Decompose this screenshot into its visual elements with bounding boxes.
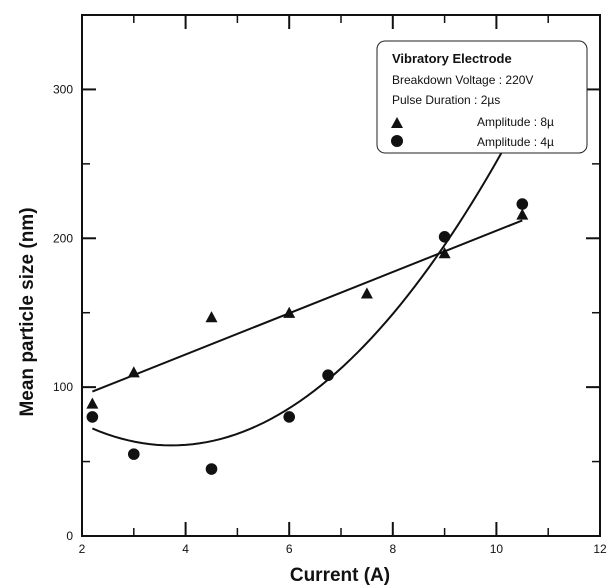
circle-point bbox=[205, 463, 218, 475]
circle-point bbox=[438, 230, 451, 243]
triangle-point bbox=[86, 397, 99, 409]
triangle-point bbox=[283, 306, 296, 318]
x-tick-label: 6 bbox=[286, 542, 293, 556]
legend-title: Vibratory Electrode bbox=[392, 51, 512, 66]
circle-point bbox=[86, 411, 99, 423]
circle-point bbox=[516, 198, 529, 210]
y-tick-label: 300 bbox=[53, 82, 73, 96]
circle-point bbox=[283, 411, 296, 423]
triangle-point bbox=[516, 208, 529, 220]
legend: Vibratory Electrode Breakdown Voltage : … bbox=[376, 40, 588, 154]
fit-curves bbox=[91, 114, 524, 447]
x-axis-title: Current (A) bbox=[290, 565, 390, 585]
x-tick-label: 10 bbox=[490, 542, 504, 556]
data-points bbox=[86, 198, 529, 475]
axis-ticks: 2 4 6 8 10 12 0 100 200 300 bbox=[53, 14, 607, 556]
y-tick-label: 0 bbox=[66, 529, 73, 543]
circle-point bbox=[128, 448, 140, 460]
x-tick-label: 12 bbox=[593, 542, 607, 556]
fit-line-series-2 bbox=[91, 114, 524, 447]
triangle-point bbox=[205, 311, 218, 323]
legend-triangle-marker bbox=[391, 117, 403, 128]
legend-entry-4u: Amplitude : 4µ bbox=[477, 135, 554, 149]
y-axis-title: Mean particle size (nm) bbox=[17, 207, 38, 416]
legend-box bbox=[376, 40, 588, 154]
fit-line-series-1 bbox=[91, 219, 523, 393]
legend-line-pulse: Pulse Duration : 2µs bbox=[392, 93, 500, 107]
triangle-point bbox=[127, 366, 140, 378]
x-tick-label: 2 bbox=[79, 542, 86, 556]
y-tick-label: 100 bbox=[53, 380, 73, 394]
y-tick-label: 200 bbox=[53, 231, 73, 245]
legend-entry-8u: Amplitude : 8µ bbox=[477, 115, 554, 129]
x-tick-label: 8 bbox=[389, 542, 396, 556]
legend-circle-marker bbox=[391, 135, 403, 147]
legend-line-voltage: Breakdown Voltage : 220V bbox=[392, 73, 533, 87]
circle-point bbox=[322, 369, 334, 382]
triangle-point bbox=[438, 247, 451, 259]
x-tick-label: 4 bbox=[182, 542, 189, 556]
triangle-point bbox=[360, 287, 373, 299]
